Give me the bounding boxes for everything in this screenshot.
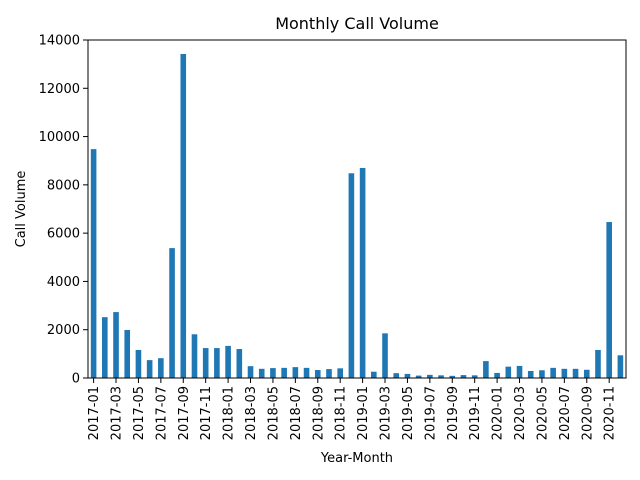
bar-2020-05: [539, 370, 545, 378]
x-tick-label: 2020-03: [513, 386, 528, 440]
x-tick-label: 2018-11: [334, 386, 349, 440]
y-axis-title: Call Volume: [14, 171, 29, 248]
bar-2018-05: [270, 368, 276, 378]
bar-2020-09: [583, 369, 590, 378]
x-tick-label: 2020-07: [558, 386, 573, 440]
bar-2020-10: [595, 349, 601, 378]
x-tick-label: 2019-03: [379, 386, 394, 440]
x-tick-label: 2020-01: [491, 386, 506, 440]
bar-2019-12: [483, 361, 489, 378]
bar-2019-05: [404, 373, 411, 378]
bar-2020-06: [550, 367, 556, 378]
bar-2018-01: [225, 345, 231, 378]
x-tick-label: 2019-07: [423, 386, 438, 440]
bar-2019-08: [438, 375, 444, 378]
bar-2020-03: [516, 365, 523, 378]
x-tick-label: 2018-05: [266, 386, 281, 440]
bar-2018-07: [292, 367, 299, 378]
bar-2017-07: [158, 358, 164, 378]
bar-2017-10: [191, 334, 198, 378]
bar-2018-02: [236, 349, 243, 378]
bar-2020-04: [527, 371, 534, 378]
chart-title: Monthly Call Volume: [275, 14, 439, 33]
bar-2017-04: [124, 329, 131, 378]
bars-group: [90, 54, 624, 378]
bar-2017-05: [135, 349, 142, 378]
bar-2018-12: [348, 173, 355, 378]
x-tick-label: 2019-01: [356, 386, 371, 440]
x-tick-label: 2017-07: [154, 386, 169, 440]
y-tick-label: 8000: [47, 178, 80, 193]
y-tick-label: 10000: [39, 130, 80, 145]
x-tick-label: 2017-11: [199, 386, 214, 440]
x-tick-label: 2017-03: [110, 386, 125, 440]
bar-2017-03: [113, 312, 119, 378]
bar-2017-06: [146, 360, 153, 378]
bar-2020-08: [572, 368, 579, 378]
bar-2020-11: [606, 222, 612, 378]
bar-2017-01: [90, 149, 97, 378]
bar-2019-09: [449, 375, 456, 378]
x-tick-label: 2018-03: [244, 386, 259, 440]
bar-2019-03: [382, 333, 388, 378]
x-tick-label: 2020-11: [603, 386, 618, 440]
bar-2017-02: [102, 317, 108, 378]
x-tick-label: 2018-01: [222, 386, 237, 440]
x-tick-label: 2020-09: [580, 386, 595, 440]
x-axis-title: Year-Month: [320, 451, 393, 466]
bar-2018-09: [314, 370, 321, 378]
y-tick-label: 6000: [47, 227, 80, 242]
x-tick-label: 2019-11: [468, 386, 483, 440]
x-tick-label: 2017-01: [87, 386, 102, 440]
y-tick-label: 14000: [39, 34, 80, 49]
bar-2018-10: [326, 369, 332, 378]
bar-2020-02: [505, 366, 512, 378]
x-tick-label: 2020-05: [535, 386, 550, 440]
bar-2019-07: [427, 374, 433, 378]
bar-2019-06: [415, 375, 422, 378]
x-tick-label: 2017-09: [177, 386, 192, 440]
x-tick-label: 2019-05: [401, 386, 416, 440]
bar-2018-03: [247, 366, 254, 378]
bar-2019-10: [460, 375, 467, 378]
x-tick-label: 2018-09: [311, 386, 326, 440]
bar-2017-09: [180, 54, 187, 378]
x-tick-label: 2017-05: [132, 386, 147, 440]
bar-2018-06: [281, 367, 287, 378]
bar-2017-08: [169, 248, 175, 378]
bar-2020-01: [494, 372, 500, 378]
bar-2020-12: [617, 355, 624, 378]
x-axis: 2017-01 2017-03 2017-05 2017-07 2017-09 2017-…: [87, 378, 618, 440]
plot-frame: [87, 39, 627, 379]
x-tick-label: 2019-09: [446, 386, 461, 440]
bar-2020-07: [561, 368, 568, 378]
bar-2018-11: [337, 368, 343, 378]
y-tick-label: 0: [72, 372, 80, 387]
bar-2019-01: [359, 167, 366, 378]
x-tick-label: 2018-07: [289, 386, 304, 440]
y-tick-label: 2000: [47, 323, 80, 338]
bar-2018-04: [258, 368, 265, 378]
bar-2019-02: [371, 371, 377, 378]
y-tick-label: 12000: [39, 82, 80, 97]
bar-2017-11: [202, 348, 209, 378]
y-axis: 0 2000 4000 6000 8000 10000 12000 14000: [39, 34, 88, 387]
bar-2019-04: [393, 373, 400, 378]
bar-2019-11: [471, 375, 478, 378]
bar-2017-12: [214, 348, 220, 378]
bar-2018-08: [303, 367, 310, 378]
y-tick-label: 4000: [47, 275, 80, 290]
